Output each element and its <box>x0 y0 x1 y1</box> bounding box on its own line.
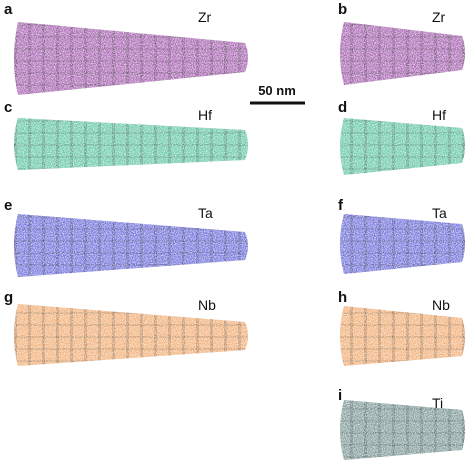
reconstruction-grain <box>14 304 248 366</box>
panel-label: e <box>4 197 12 214</box>
reconstruction-grain <box>340 400 465 460</box>
reconstruction-grain <box>340 306 465 366</box>
reconstruction <box>14 304 248 366</box>
element-label: Nb <box>432 297 450 313</box>
panel-label: i <box>338 387 342 404</box>
element-label: Ta <box>198 205 213 221</box>
element-label: Zr <box>198 9 212 25</box>
reconstruction-grain <box>14 22 248 95</box>
reconstruction-grain <box>14 118 248 170</box>
element-label: Nb <box>198 297 216 313</box>
panel-label: g <box>4 289 13 306</box>
element-label: Hf <box>432 107 446 123</box>
reconstruction-grain <box>340 22 465 85</box>
reconstruction <box>340 22 465 85</box>
reconstruction <box>340 214 465 274</box>
reconstruction <box>340 118 465 175</box>
panel-label: a <box>4 1 13 18</box>
panel-label: h <box>338 289 347 306</box>
reconstruction <box>340 306 465 366</box>
element-label: Ta <box>432 205 447 221</box>
reconstruction <box>14 118 248 170</box>
reconstruction <box>340 400 465 460</box>
scale-bar-label: 50 nm <box>258 83 296 98</box>
reconstruction-grain <box>340 118 465 175</box>
reconstruction <box>14 22 248 95</box>
reconstruction <box>14 214 248 277</box>
panel-label: c <box>4 99 12 116</box>
reconstruction-grain <box>14 214 248 277</box>
element-label: Ti <box>432 395 443 411</box>
element-label: Hf <box>198 107 212 123</box>
panel-label: b <box>338 1 347 18</box>
panel-label: d <box>338 99 347 116</box>
reconstruction-grain <box>340 214 465 274</box>
panel-label: f <box>338 197 344 214</box>
element-label: Zr <box>432 9 446 25</box>
